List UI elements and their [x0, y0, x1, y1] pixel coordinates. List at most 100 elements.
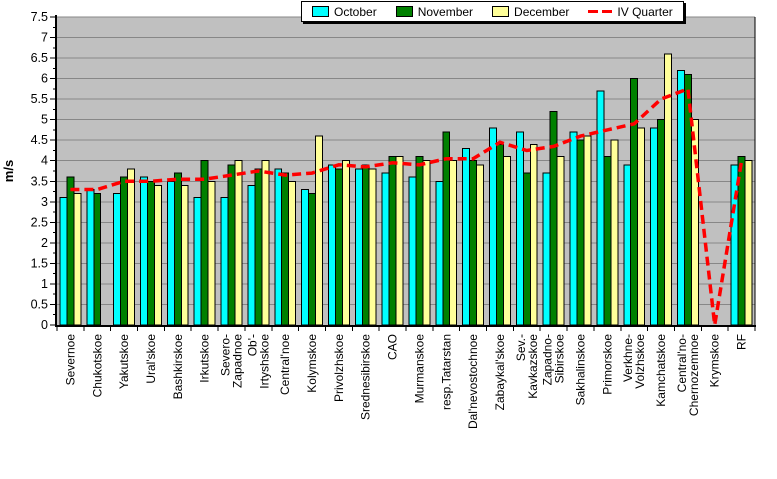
x-category-label: Sibirskoe: [553, 334, 567, 384]
bar-december: [502, 156, 511, 326]
bar-november: [308, 193, 317, 326]
x-category-label: Severnoe: [63, 334, 77, 386]
bar-october: [301, 188, 310, 326]
x-category-label: Chernozemnoe: [687, 334, 701, 416]
x-category-label: Zapadno-: [541, 334, 555, 385]
legend-swatch-november: [395, 6, 413, 17]
bar-october: [596, 90, 605, 326]
x-category-label: Privolzhskoe: [332, 334, 346, 402]
bar-october: [650, 127, 659, 326]
bar-december: [449, 160, 458, 326]
y-tick-label: 0: [41, 318, 48, 332]
bar-october: [730, 164, 739, 326]
bar-december: [744, 160, 753, 326]
x-category-label: Sev.-: [514, 334, 528, 361]
bar-october: [515, 131, 524, 326]
bar-november: [442, 131, 451, 326]
bar-december: [637, 127, 646, 326]
legend-item-december: December: [492, 5, 569, 19]
y-tick-label: 6.5: [31, 51, 48, 65]
bar-december: [180, 184, 189, 326]
y-tick-label: 2: [41, 236, 48, 250]
legend-item-november: November: [395, 4, 474, 19]
x-category-label: Dal'nevostochnoe: [466, 334, 480, 429]
bar-december: [556, 156, 565, 326]
bar-october: [381, 172, 390, 326]
bar-october: [408, 176, 417, 326]
legend-label: October: [334, 4, 377, 19]
x-category-label: Volzhskoe: [633, 334, 647, 389]
bar-october: [462, 147, 471, 326]
x-category-label: Chukotskoe: [90, 334, 104, 398]
legend-label: IV Quarter: [617, 4, 673, 19]
y-tick-label: 7: [41, 31, 48, 45]
y-tick-label: 1: [41, 277, 48, 291]
bar-december: [73, 193, 82, 326]
bar-october: [86, 188, 95, 326]
bar-november: [334, 168, 343, 326]
x-category-label: Verkhne-: [621, 334, 635, 382]
bar-october: [113, 193, 122, 326]
x-category-label: Yakutskoe: [117, 334, 131, 389]
x-category-label: Kamchatskoe: [654, 334, 668, 407]
bar-october: [489, 127, 497, 326]
y-tick-label: 4.5: [31, 133, 48, 147]
bar-november: [603, 156, 612, 326]
x-category-label: Srednesibirskoe: [359, 334, 373, 420]
bar-december: [153, 184, 162, 326]
x-category-label: Ob'-: [245, 334, 259, 356]
bar-november: [495, 143, 504, 326]
x-category-label: Primorskoe: [600, 334, 614, 395]
y-tick-label: 6: [41, 72, 48, 86]
bar-november: [227, 164, 236, 326]
x-category-label: RF: [735, 334, 749, 350]
bar-november: [120, 176, 129, 326]
x-category-label: Central'noe: [278, 334, 292, 395]
bar-november: [522, 172, 531, 326]
bar-december: [583, 135, 592, 326]
bar-october: [435, 180, 444, 326]
x-category-label: Murmanskoe: [412, 334, 426, 404]
x-category-label: Bashkirskoe: [171, 334, 185, 400]
y-tick-label: 7.5: [31, 10, 48, 24]
bar-october: [274, 168, 283, 326]
bar-october: [623, 164, 632, 326]
bar-october: [247, 184, 256, 326]
x-category-label: Irkutskoe: [198, 334, 212, 383]
iv-quarter-line-icon: [588, 10, 613, 13]
bar-october: [542, 172, 551, 326]
bar-october: [676, 69, 685, 326]
bar-november: [66, 176, 75, 326]
y-tick-label: 5.5: [31, 92, 48, 106]
x-category-label: Sakhalinskoe: [574, 334, 588, 406]
bar-november: [630, 78, 639, 326]
bar-november: [281, 172, 290, 326]
dash-segment: [602, 10, 613, 13]
bar-november: [146, 180, 155, 326]
bar-november: [173, 172, 182, 326]
chart-legend: October November December IV Quarter: [301, 1, 684, 22]
bar-november: [254, 168, 263, 326]
bar-october: [59, 197, 68, 326]
y-tick-label: 2.5: [31, 215, 48, 229]
bar-december: [368, 168, 377, 326]
legend-label: November: [417, 4, 474, 19]
bar-december: [529, 143, 538, 326]
bar-october: [220, 197, 229, 326]
iv-quarter-line: [70, 86, 744, 326]
bar-december: [315, 135, 323, 326]
bar-december: [234, 160, 243, 326]
x-category-label: resp.Tatarstan: [439, 334, 453, 410]
bar-october: [140, 176, 148, 326]
bar-december: [127, 168, 136, 326]
legend-label: December: [514, 4, 570, 19]
bar-october: [327, 164, 336, 326]
bar-december: [288, 180, 297, 326]
bar-december: [395, 156, 404, 326]
x-category-label: Central'no-: [675, 334, 689, 392]
bar-december: [476, 164, 485, 326]
bar-november: [200, 160, 209, 326]
x-category-label: Zapadnoe: [231, 334, 245, 388]
y-axis-title: m/s: [1, 160, 16, 182]
